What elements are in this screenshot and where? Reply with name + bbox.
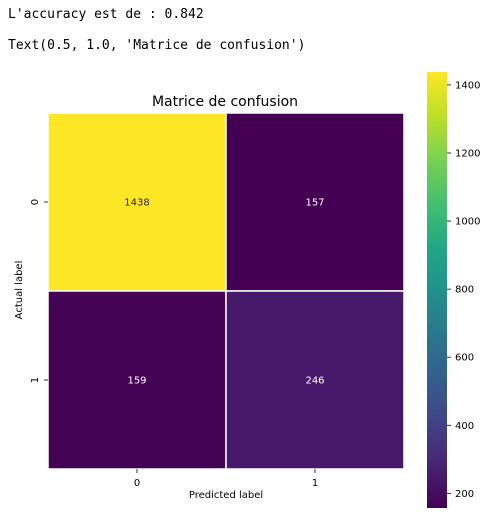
accuracy-output: L'accuracy est de : 0.842 xyxy=(8,7,204,22)
x-axis-label: Predicted label xyxy=(189,490,263,501)
heatmap-cell-1-0 xyxy=(47,290,227,470)
colorbar-tick-label: 400 xyxy=(455,421,474,432)
cell-value-label: 157 xyxy=(305,198,324,209)
colorbar xyxy=(427,72,447,508)
heatmap-cell-0-0 xyxy=(47,112,227,292)
y-tick-label: 0 xyxy=(30,199,41,205)
colorbar-tick-label: 1200 xyxy=(455,149,480,160)
y-axis-label: Actual label xyxy=(14,261,25,320)
colorbar-tick-label: 200 xyxy=(455,489,474,500)
y-tick-label: 1 xyxy=(30,377,41,383)
chart-title: Matrice de confusion xyxy=(152,94,298,110)
cell-value-label: 246 xyxy=(305,376,324,387)
heatmap-cell-0-1 xyxy=(225,112,405,292)
colorbar-tick-label: 1400 xyxy=(455,80,480,91)
x-tick-label: 0 xyxy=(134,478,140,489)
x-tick-label: 1 xyxy=(312,478,318,489)
text-output: Text(0.5, 1.0, 'Matrice de confusion') xyxy=(8,38,306,53)
cell-value-label: 1438 xyxy=(124,198,149,209)
colorbar-tick-label: 1000 xyxy=(455,217,480,228)
colorbar-tick-label: 800 xyxy=(455,285,474,296)
cell-value-label: 159 xyxy=(127,376,146,387)
heatmap-cell-1-1 xyxy=(225,290,405,470)
colorbar-tick-label: 600 xyxy=(455,353,474,364)
